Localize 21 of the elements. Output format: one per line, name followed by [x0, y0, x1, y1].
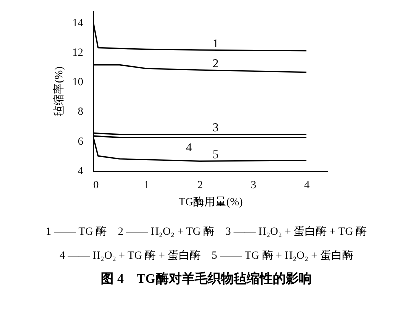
x-tick-label: 1: [144, 180, 150, 192]
x-tick-label: 4: [304, 180, 310, 192]
y-tick-label: 12: [72, 46, 84, 59]
x-tick-label: 0: [94, 180, 100, 192]
x-tick-label: 2: [198, 180, 204, 192]
y-tick-label: 10: [72, 76, 84, 89]
series-label: 4: [186, 140, 192, 155]
text: 4 —— H₂O₂ + TG 酶 + 蛋白酶 5 —— TG 酶 + H₂O₂ + 蛋白酶: [58, 249, 354, 264]
y-tick-label: 4: [78, 166, 84, 178]
y-tick-label: 6: [78, 136, 84, 148]
y-tick-label: 8: [78, 106, 84, 118]
y-axis-title: 毡缩率(%): [52, 66, 66, 116]
series-label: 3: [212, 120, 219, 135]
x-tick-label: 3: [250, 180, 257, 192]
text: 图 4 TG酶对羊毛织物毡缩性的影响: [100, 270, 313, 288]
series-label: 2: [212, 56, 219, 70]
x-axis-title: TG酶用量(%): [178, 196, 244, 208]
series-label: 1: [212, 36, 219, 50]
series-label: 5: [212, 147, 219, 162]
text: 1 —— TG 酶 2 —— H₂O₂ + TG 酶 3 —— H₂O₂ + 蛋白酶 + TG 酶: [44, 225, 368, 240]
y-tick-label: 14: [72, 17, 84, 30]
